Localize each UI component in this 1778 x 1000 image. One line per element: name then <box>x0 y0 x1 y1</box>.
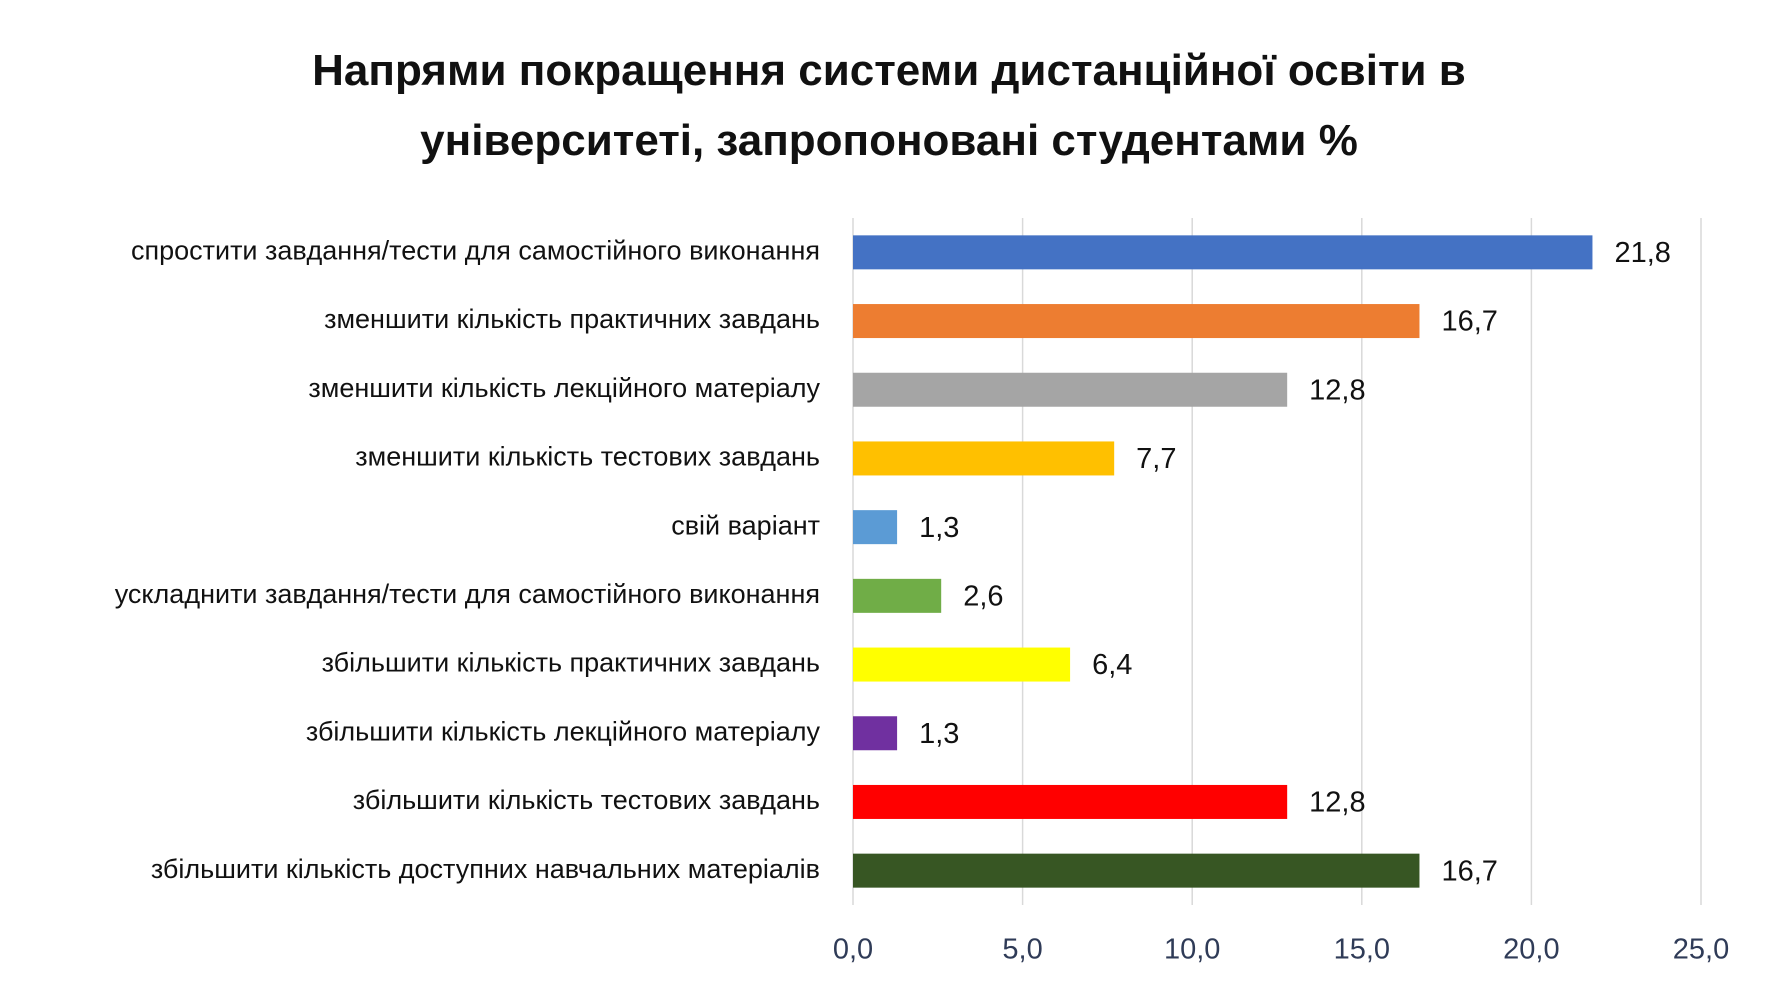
bar <box>853 235 1593 270</box>
value-label: 12,8 <box>1309 787 1365 819</box>
bar <box>853 441 1115 476</box>
y-tick-label: зменшити кількість практичних завдань <box>324 304 820 334</box>
chart-title: Напрями покращення системи дистанційної … <box>312 46 1466 165</box>
x-tick-label: 5,0 <box>1002 934 1042 966</box>
x-tick-label: 15,0 <box>1334 934 1390 966</box>
bar <box>853 510 898 545</box>
bar <box>853 578 942 613</box>
y-tick-label: зменшити кількість лекційного матеріалу <box>308 373 820 403</box>
value-label: 12,8 <box>1309 374 1365 406</box>
bar <box>853 853 1420 888</box>
value-label: 16,7 <box>1441 855 1497 887</box>
y-tick-label: зменшити кількість тестових завдань <box>355 442 820 472</box>
value-label: 1,3 <box>919 512 959 544</box>
x-tick-label: 25,0 <box>1673 934 1729 966</box>
y-tick-label: ускладнити завдання/тести для самостійно… <box>115 579 820 609</box>
bar <box>853 304 1420 339</box>
x-tick-label: 20,0 <box>1503 934 1559 966</box>
y-tick-label: збільшити кількість лекційного матеріалу <box>306 716 821 746</box>
y-tick-label: свій варіант <box>671 510 820 540</box>
bar <box>853 372 1288 407</box>
bar <box>853 647 1071 682</box>
value-label: 6,4 <box>1092 649 1132 681</box>
y-tick-label: збільшити кількість практичних завдань <box>322 648 820 678</box>
x-tick-label: 0,0 <box>833 934 873 966</box>
value-label: 21,8 <box>1614 237 1670 269</box>
value-label: 7,7 <box>1136 443 1176 475</box>
bar <box>853 784 1288 819</box>
y-tick-label: збільшити кількість доступних навчальних… <box>151 854 820 884</box>
value-label: 16,7 <box>1441 306 1497 338</box>
y-tick-label: збільшити кількість тестових завдань <box>353 785 820 815</box>
value-label: 2,6 <box>963 581 1003 613</box>
bar <box>853 716 898 751</box>
y-tick-label: спростити завдання/тести для самостійног… <box>131 235 820 265</box>
value-label: 1,3 <box>919 718 959 750</box>
x-tick-label: 10,0 <box>1164 934 1220 966</box>
